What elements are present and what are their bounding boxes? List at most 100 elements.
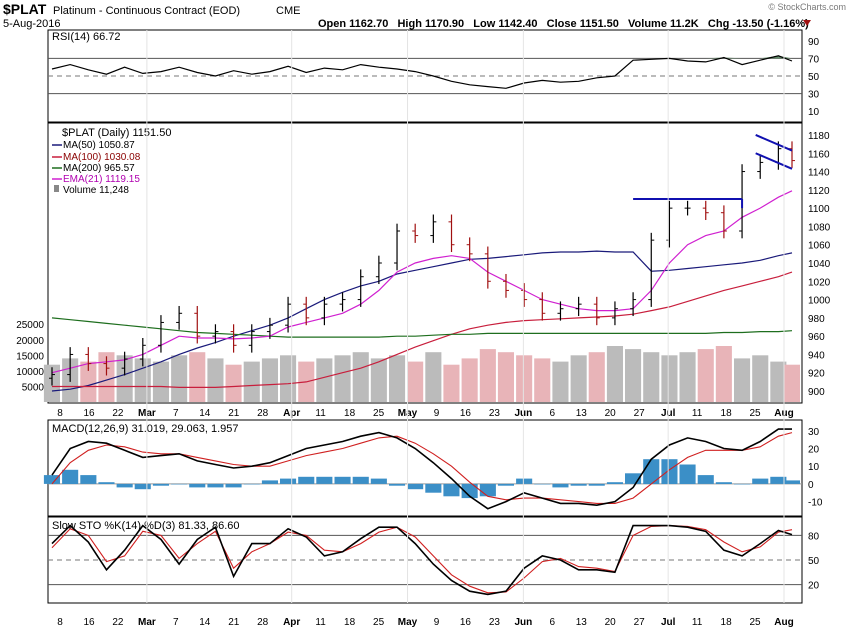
volume-bar — [770, 361, 787, 402]
x-tick-label: 16 — [460, 408, 472, 419]
macd-histogram-bar — [497, 483, 514, 486]
macd-histogram-bar — [189, 483, 206, 488]
volume-bar — [516, 355, 533, 402]
rsi-ytick: 30 — [808, 90, 820, 101]
macd-histogram-bar — [606, 482, 623, 484]
x-tick-label: 11 — [315, 408, 326, 419]
volume-bar — [98, 352, 115, 402]
rsi-line — [51, 55, 793, 89]
price-ytick: 940 — [808, 350, 825, 361]
macd-histogram-bar — [461, 483, 478, 499]
volume-bar — [280, 355, 297, 402]
x-tick-label-bottom: 23 — [489, 617, 501, 628]
macd-histogram-bar — [479, 483, 496, 497]
price-ytick: 900 — [808, 387, 825, 398]
x-tick-label-bottom: Jul — [661, 617, 676, 628]
x-tick-label-bottom: Mar — [138, 617, 156, 628]
macd-histogram-bar — [243, 483, 260, 485]
price-ytick: 1000 — [808, 296, 831, 307]
rsi-overbought-fill — [778, 55, 792, 59]
macd-ytick: 20 — [808, 445, 820, 456]
volume-bar — [661, 355, 678, 402]
x-tick-label-bottom: 6 — [550, 617, 556, 628]
x-tick-label-bottom: 13 — [576, 617, 588, 628]
chart-name: Platinum - Continuous Contract (EOD) — [53, 5, 240, 17]
x-tick-label: 16 — [83, 408, 95, 419]
volume-bar — [171, 355, 188, 402]
volume-bar — [588, 352, 605, 402]
volume-bar — [715, 346, 732, 402]
volume-bar — [116, 355, 133, 402]
macd-histogram-bar — [516, 478, 533, 484]
volume-bar — [407, 361, 424, 402]
price-ytick: 1100 — [808, 204, 830, 215]
volume-bar — [679, 352, 696, 402]
x-tick-label-bottom: 20 — [605, 617, 617, 628]
macd-histogram-bar — [783, 480, 800, 484]
x-tick-label: 18 — [721, 408, 733, 419]
ema21-line — [51, 190, 793, 374]
x-tick-label-bottom: 18 — [721, 617, 733, 628]
rsi-ytick: 70 — [808, 54, 820, 65]
x-tick-label: 13 — [576, 408, 588, 419]
chart-symbol: $PLAT — [3, 1, 47, 17]
macd-histogram-bar — [298, 476, 315, 484]
volume-bar — [152, 361, 169, 402]
volume-ytick: 5000 — [22, 382, 45, 393]
volume-bar — [643, 352, 660, 402]
x-tick-label-bottom: 11 — [692, 617, 703, 628]
volume-bar — [316, 358, 333, 402]
chg-down-arrow-icon — [803, 20, 811, 26]
rsi-ytick: 10 — [808, 107, 820, 118]
volume-bar — [734, 358, 751, 402]
macd-histogram-bar — [697, 475, 714, 484]
x-tick-label: 18 — [344, 408, 356, 419]
volume-ytick: 15000 — [16, 351, 44, 362]
macd-histogram-bar — [152, 483, 169, 486]
price-ytick: 1020 — [808, 277, 831, 288]
macd-histogram-bar — [407, 483, 424, 490]
macd-histogram-bar — [370, 478, 387, 484]
x-tick-label-bottom: 27 — [634, 617, 646, 628]
volume-bar — [425, 352, 442, 402]
volume-bar — [243, 361, 260, 402]
x-tick-label-bottom: 21 — [228, 617, 240, 628]
legend-ema21: EMA(21) 1119.15 — [63, 174, 140, 185]
price-ytick: 1180 — [808, 131, 830, 142]
volume-bar — [479, 349, 496, 402]
macd-histogram-bar — [588, 483, 605, 486]
volume-bar — [783, 364, 800, 402]
x-tick-label: 25 — [749, 408, 761, 419]
volume-bar — [461, 358, 478, 402]
volume-ytick: 10000 — [16, 367, 44, 378]
price-ytick: 1080 — [808, 222, 831, 233]
x-tick-label-bottom: 25 — [749, 617, 761, 628]
x-tick-label-bottom: 16 — [83, 617, 95, 628]
macd-histogram-bar — [752, 478, 769, 484]
x-tick-label-bottom: 16 — [460, 617, 472, 628]
volume-ytick: 20000 — [16, 336, 44, 347]
volume-bar — [352, 352, 369, 402]
chart-exchange: CME — [276, 5, 300, 17]
macd-title: MACD(12,26,9) 31.019, 29.063, 1.957 — [52, 423, 239, 435]
price-ytick: 960 — [808, 332, 825, 343]
rsi-ytick: 90 — [808, 37, 820, 48]
x-tick-label-bottom: 11 — [315, 617, 326, 628]
chart-ohlc: Open 1162.70 High 1170.90 Low 1142.40 Cl… — [318, 18, 809, 30]
macd-histogram-bar — [280, 478, 297, 484]
x-tick-label: 9 — [434, 408, 440, 419]
macd-histogram-bar — [679, 464, 696, 484]
volume-bar — [497, 352, 514, 402]
price-ytick: 1140 — [808, 168, 830, 179]
price-title: $PLAT (Daily) 1151.50 — [62, 127, 171, 139]
macd-histogram-bar — [171, 483, 188, 485]
macd-histogram-bar — [643, 459, 660, 484]
x-tick-label: 20 — [605, 408, 617, 419]
macd-ytick: 10 — [808, 462, 820, 473]
macd-histogram-bar — [570, 483, 587, 486]
macd-histogram-bar — [80, 475, 97, 484]
volume-bar — [443, 364, 460, 402]
sto-ytick: 50 — [808, 556, 820, 567]
macd-histogram-bar — [261, 480, 278, 484]
sto-ytick: 80 — [808, 531, 820, 542]
